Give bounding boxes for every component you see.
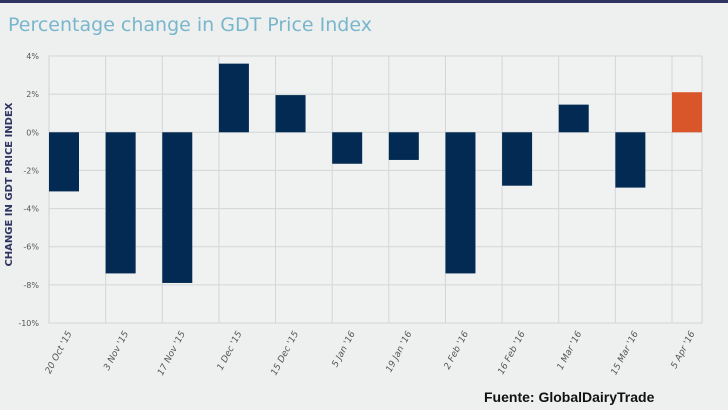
y-axis-label: CHANGE IN GDT PRICE INDEX (4, 102, 15, 266)
x-tick-label: 1 Dec '15 (216, 329, 245, 372)
bar (162, 132, 193, 283)
y-tick-label: 4% (26, 52, 39, 61)
y-tick-label: -10% (18, 319, 39, 328)
y-tick-label: 0% (26, 128, 39, 137)
x-tick-label: 5 Jan '16 (331, 329, 358, 369)
chart-title: Percentage change in GDT Price Index (8, 14, 372, 36)
x-tick-label: 5 Apr '16 (670, 329, 698, 370)
source-note: Fuente: GlobalDairyTrade (484, 389, 655, 405)
bar (218, 63, 249, 133)
bar (615, 132, 646, 188)
bar (558, 104, 589, 133)
y-tick-label: 2% (26, 90, 39, 99)
bar (502, 132, 533, 186)
y-tick-label: -4% (23, 205, 39, 214)
x-tick-label: 3 Nov '15 (102, 329, 131, 372)
bar (105, 132, 136, 274)
x-tick-label: 19 Jan '16 (385, 329, 415, 374)
bar (332, 132, 363, 164)
x-tick-label: 20 Oct '15 (44, 329, 75, 375)
x-tick-label: 16 Feb '16 (497, 329, 528, 376)
x-tick-label: 2 Feb '16 (443, 329, 472, 371)
top-border (0, 0, 728, 3)
bar (49, 132, 79, 192)
bar (672, 92, 702, 133)
y-tick-label: -2% (23, 166, 39, 175)
plot-area (48, 55, 703, 324)
y-tick-label: -8% (23, 281, 39, 290)
x-tick-label: 1 Mar '16 (556, 329, 585, 371)
bar (388, 132, 419, 160)
bar (445, 132, 476, 274)
x-tick-label: 17 Nov '15 (156, 329, 188, 377)
x-tick-label: 15 Dec '15 (270, 329, 302, 377)
y-tick-label: -6% (23, 243, 39, 252)
x-tick-label: 15 Mar '16 (610, 329, 642, 376)
bar (275, 95, 306, 133)
